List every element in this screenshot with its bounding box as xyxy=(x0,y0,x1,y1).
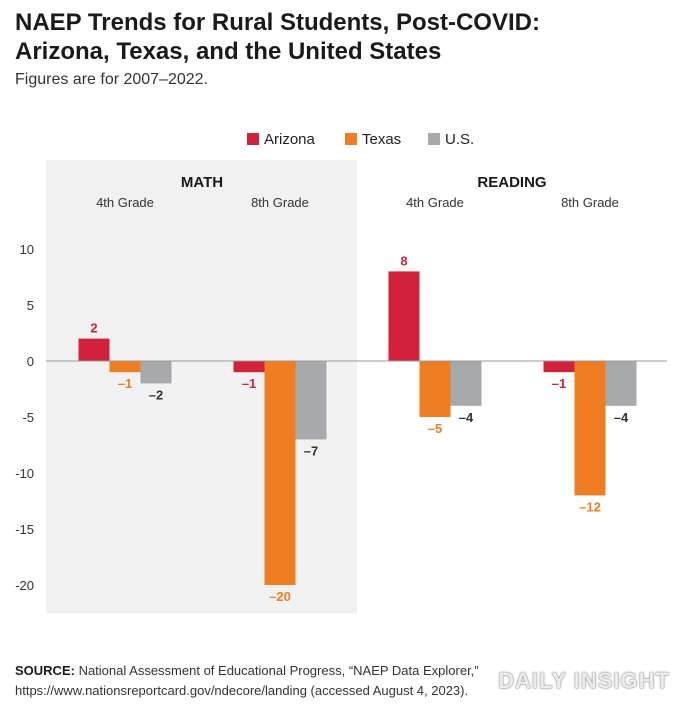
y-tick-label: -5 xyxy=(22,410,34,425)
data-label: 8 xyxy=(400,253,407,268)
y-tick-label: -20 xyxy=(15,578,34,593)
bar-chart: MATH 4th Grade 8th Grade READING 4th Grade 8t… xyxy=(15,131,667,614)
bar xyxy=(543,361,575,373)
subcategory-label: 8th Grade xyxy=(561,195,619,210)
data-label: 2 xyxy=(90,321,97,336)
subcategory-label: 8th Grade xyxy=(251,195,309,210)
subcategory-label: 4th Grade xyxy=(96,195,154,210)
bar xyxy=(109,361,141,373)
source-note: SOURCE: National Assessment of Education… xyxy=(15,661,675,701)
y-tick-label: 10 xyxy=(20,242,34,257)
data-label: –5 xyxy=(428,421,442,436)
data-label: –1 xyxy=(552,376,566,391)
data-label: –1 xyxy=(242,376,256,391)
legend-swatch-1 xyxy=(345,133,357,145)
group-label-math: MATH xyxy=(181,174,223,191)
chart-title: NAEP Trends for Rural Students, Post-COV… xyxy=(15,8,665,66)
data-label: –1 xyxy=(118,376,132,391)
legend-label-0: Arizona xyxy=(264,131,316,148)
data-label: –20 xyxy=(269,589,291,604)
bar xyxy=(295,361,327,440)
bar xyxy=(388,271,420,361)
title-line-2: Arizona, Texas, and the United States xyxy=(15,38,442,65)
watermark-logo: DAILY INSIGHT xyxy=(498,668,670,693)
source-label: SOURCE: xyxy=(15,663,75,678)
bar xyxy=(450,361,482,406)
y-tick-label: -15 xyxy=(15,522,34,537)
data-label: –4 xyxy=(614,410,629,425)
legend-label-1: Texas xyxy=(362,131,401,148)
y-tick-label: -10 xyxy=(15,466,34,481)
bar xyxy=(574,361,606,496)
y-tick-label: 5 xyxy=(27,298,34,313)
data-label: –2 xyxy=(149,387,163,402)
legend-swatch-0 xyxy=(247,133,259,145)
bar xyxy=(233,361,265,373)
legend-label-2: U.S. xyxy=(445,131,474,148)
bar xyxy=(419,361,451,417)
title-line-1: NAEP Trends for Rural Students, Post-COV… xyxy=(15,9,540,36)
source-text: National Assessment of Educational Progr… xyxy=(15,663,479,698)
legend-swatch-2 xyxy=(428,133,440,145)
group-label-reading: READING xyxy=(477,174,546,191)
y-tick-label: 0 xyxy=(27,354,34,369)
bar xyxy=(78,338,110,361)
chart-subtitle: Figures are for 2007–2022. xyxy=(15,71,209,88)
data-label: –4 xyxy=(459,410,474,425)
data-label: –7 xyxy=(304,443,318,458)
bar xyxy=(605,361,637,406)
bar xyxy=(140,361,172,384)
data-label: –12 xyxy=(579,499,601,514)
subcategory-label: 4th Grade xyxy=(406,195,464,210)
bar xyxy=(264,361,296,585)
